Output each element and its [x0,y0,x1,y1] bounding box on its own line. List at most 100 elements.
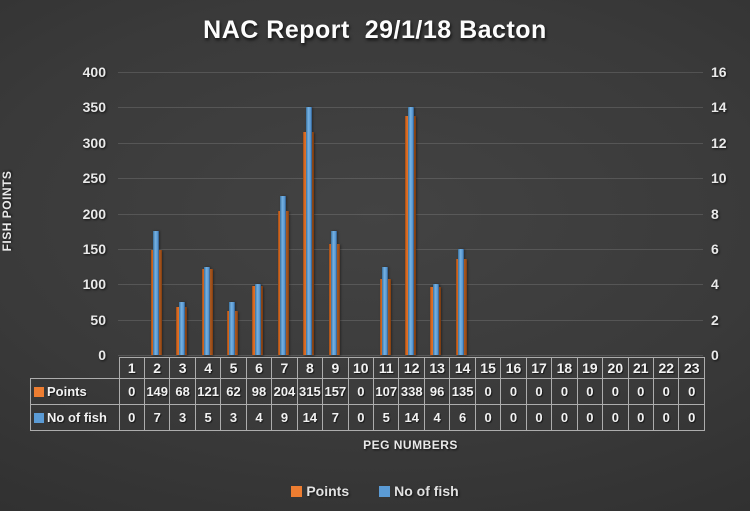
value-cell: 68 [169,378,196,405]
value-cell: 0 [627,404,655,431]
legend: Points No of fish [0,483,750,499]
fish-bar-peg-4 [204,267,210,355]
value-cell: 4 [245,404,273,431]
value-cell: 0 [678,404,705,431]
right-axis-tick-label: 14 [711,99,727,115]
value-cell: 98 [245,378,273,405]
left-axis-title: FISH POINTS [0,170,14,252]
value-cell: 14 [296,404,324,431]
right-axis-tick-label: 8 [711,206,719,222]
legend-label: Points [306,483,350,499]
value-cell: 0 [347,404,375,431]
value-cell: 135 [449,378,476,405]
fish-bar-peg-12 [408,107,414,355]
value-cell: 157 [322,378,349,405]
table-row: Points 0 149 68 121 62 98 204 315 157 0 107 338 96 135… [30,378,705,405]
gridline [118,72,703,73]
peg-number-cell: 8 [296,357,324,379]
value-cell: 204 [271,378,298,405]
value-cell: 0 [576,378,604,405]
left-axis-tick-label: 100 [82,276,106,292]
left-axis-tick-label: 250 [82,170,106,186]
right-axis-tick-label: 0 [711,347,719,363]
value-cell: 96 [423,378,451,405]
right-axis-tick-label: 2 [711,312,719,328]
fish-bar-peg-9 [331,231,337,355]
value-cell: 0 [551,378,578,405]
peg-number-cell: 15 [474,357,502,379]
fish-bar-peg-5 [229,302,235,355]
fish-bar-peg-7 [280,196,286,355]
series-label-cell: No of fish [30,404,120,431]
peg-number-cell: 5 [220,357,247,379]
value-cell: 315 [296,378,324,405]
right-axis-tick-label: 6 [711,241,719,257]
value-cell: 0 [525,404,553,431]
value-cell: 14 [398,404,425,431]
peg-number-cell: 21 [627,357,655,379]
value-cell: 0 [653,404,680,431]
value-cell: 0 [500,404,527,431]
peg-number-cell: 1 [118,357,145,379]
fish-bar-peg-14 [458,249,464,355]
value-cell: 0 [653,378,680,405]
series-label-cell: Points [30,378,120,405]
legend-item: No of fish [379,483,459,499]
peg-number-cell: 11 [373,357,400,379]
value-cell: 5 [373,404,400,431]
fish-bar-peg-3 [179,302,185,355]
value-cell: 6 [449,404,476,431]
legend-swatch-icon [291,485,303,497]
value-cell: 0 [678,378,705,405]
right-axis-tick-label: 10 [711,170,727,186]
peg-number-cell: 23 [678,357,705,379]
value-cell: 338 [398,378,425,405]
peg-number-cell: 17 [525,357,553,379]
peg-number-cell: 10 [347,357,375,379]
value-cell: 0 [118,404,145,431]
peg-number-cell: 12 [398,357,425,379]
value-cell: 5 [194,404,222,431]
value-cell: 0 [627,378,655,405]
fish-bar-peg-6 [255,284,261,355]
peg-number-cell: 6 [245,357,273,379]
peg-number-cell: 18 [551,357,578,379]
table-row: No of fish 0 7 3 5 3 4 9 14 7 0 5 14 4 6 0 0 0 0 0 0 0 0 0 [30,404,705,431]
fish-bar-peg-13 [433,284,439,355]
value-cell: 0 [347,378,375,405]
x-axis-title: PEG NUMBERS [363,438,458,452]
peg-number-cell: 3 [169,357,196,379]
value-cell: 0 [118,378,145,405]
value-cell: 3 [169,404,196,431]
gridline [118,355,703,356]
value-cell: 0 [576,404,604,431]
fish-bar-peg-11 [382,267,388,355]
data-table: 1 2 3 4 5 6 7 8 9 10 11 12 13 14 15 16 17 18 19 20 21 22 23 Poi… [30,357,705,431]
left-axis-tick-label: 300 [82,135,106,151]
value-cell: 0 [525,378,553,405]
right-axis-tick-label: 4 [711,276,719,292]
value-cell: 62 [220,378,247,405]
value-cell: 0 [500,378,527,405]
fish-bar-peg-8 [306,107,312,355]
legend-label: No of fish [394,483,459,499]
peg-number-cell: 9 [322,357,349,379]
peg-number-cell: 2 [143,357,171,379]
value-cell: 107 [373,378,400,405]
peg-number-cell: 22 [653,357,680,379]
legend-item: Points [291,483,349,499]
value-cell: 121 [194,378,222,405]
peg-number-cell: 20 [602,357,629,379]
series-swatch-icon [34,413,44,423]
left-axis-tick-label: 50 [90,312,106,328]
table-corner-cell [31,358,120,379]
right-axis-tick-label: 16 [711,64,727,80]
peg-number-cell: 4 [194,357,222,379]
left-axis-tick-label: 0 [98,347,106,363]
value-cell: 9 [271,404,298,431]
peg-number-cell: 14 [449,357,476,379]
value-cell: 0 [602,378,629,405]
series-swatch-icon [34,387,44,397]
right-axis-tick-label: 12 [711,135,727,151]
